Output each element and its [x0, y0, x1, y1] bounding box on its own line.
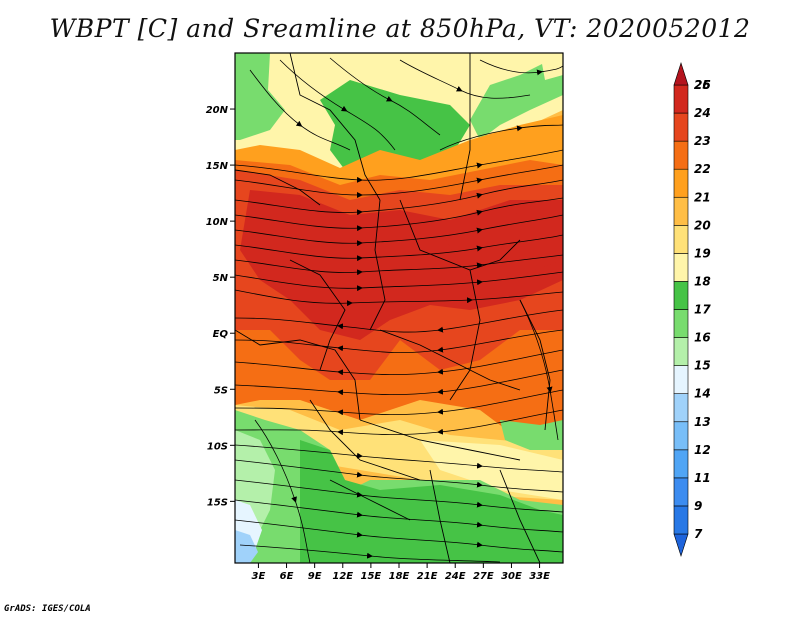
wbpt-region-north-green-light — [470, 60, 563, 140]
x-tick-label: 27E — [473, 571, 494, 582]
colorbar-swatch — [673, 505, 689, 535]
x-tick-label: 18E — [389, 571, 410, 582]
colorbar-label: 14 — [694, 387, 711, 401]
y-axis: 20N 15N 10N 5N EQ 5S 10S 15S — [206, 105, 235, 508]
colorbar-swatch — [673, 309, 689, 338]
colorbar-label: 11 — [694, 471, 711, 485]
wbpt-region-north-pale — [540, 53, 563, 80]
colorbar-swatch — [673, 449, 689, 479]
colorbar-swatch — [673, 140, 689, 170]
colorbar-swatch — [673, 365, 689, 394]
y-tick-label: 10N — [206, 217, 229, 228]
y-tick-label: 5S — [214, 385, 228, 396]
colorbar-label: 16 — [694, 331, 711, 345]
x-tick-label: 12E — [332, 571, 353, 582]
colorbar-label: 19 — [694, 246, 711, 260]
x-tick-label: 33E — [529, 571, 550, 582]
colorbar-label: 21 — [694, 190, 711, 204]
chart-title: WBPT [C] and Sreamline at 850hPa, VT: 20… — [49, 14, 751, 43]
x-tick-label: 21E — [417, 571, 438, 582]
colorbar-swatch — [673, 196, 689, 226]
x-tick-label: 15E — [361, 571, 382, 582]
colorbar-label: 25 — [694, 78, 711, 92]
x-tick-label: 9E — [308, 571, 322, 582]
colorbar-swatch — [673, 253, 689, 282]
x-tick-label: 3E — [252, 571, 266, 582]
x-tick-label: 24E — [445, 571, 466, 582]
y-tick-label: 5N — [213, 273, 229, 284]
colorbar-label: 20 — [694, 218, 711, 232]
colorbar-label: 24 — [694, 106, 711, 120]
colorbar-swatch — [673, 421, 689, 451]
colorbar-label: 9 — [694, 499, 702, 513]
x-tick-label: 30E — [501, 571, 522, 582]
y-tick-label: 20N — [206, 105, 229, 116]
colorbar-swatch — [673, 477, 689, 507]
colorbar-label: 22 — [694, 162, 711, 176]
colorbar-label: 26 — [694, 78, 711, 92]
y-tick-label: 15S — [207, 497, 228, 508]
colorbar-bottom-triangle — [673, 533, 689, 557]
wbpt-region-sw-blue — [235, 530, 258, 563]
colorbar-label: 23 — [694, 134, 711, 148]
colorbar-label: 12 — [694, 443, 711, 457]
x-axis: 3E 6E 9E 12E 15E 18E 21E 24E 27E 30E 33E — [252, 563, 550, 582]
y-tick-label: 10S — [207, 441, 228, 452]
colorbar-swatch — [673, 168, 689, 198]
colorbar-swatch — [673, 393, 689, 423]
y-tick-label: EQ — [213, 329, 229, 340]
wbpt-region-north-green-west — [235, 53, 285, 140]
colorbar-label: 7 — [694, 527, 703, 541]
colorbar-label: 18 — [694, 274, 711, 288]
colorbar-label: 17 — [694, 303, 711, 317]
grads-credit: GrADS: IGES/COLA — [4, 604, 91, 614]
colorbar-swatch — [673, 112, 689, 142]
streamlines — [235, 57, 563, 563]
colorbar-swatch — [673, 281, 689, 310]
y-tick-label: 15N — [206, 161, 229, 172]
colorbar-top-triangle — [673, 62, 689, 86]
colorbar-label: 13 — [694, 415, 711, 429]
colorbar-swatch — [673, 225, 689, 254]
map-area — [235, 53, 563, 563]
colorbar-swatch — [673, 337, 689, 366]
colorbar-label: 15 — [694, 359, 711, 373]
colorbar-swatch — [673, 84, 689, 114]
x-tick-label: 6E — [280, 571, 294, 582]
wbpt-region-se-green — [500, 420, 563, 450]
